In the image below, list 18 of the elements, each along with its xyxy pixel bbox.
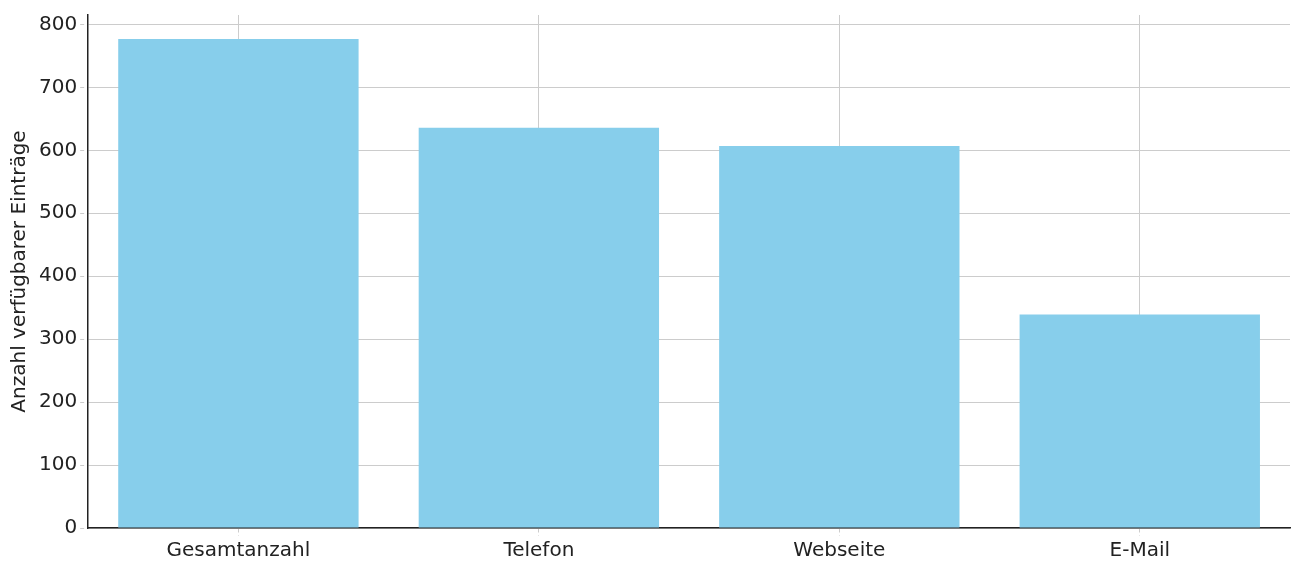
x-tick-label: Telefon bbox=[502, 537, 575, 562]
y-tick-label: 800 bbox=[38, 10, 78, 35]
bar bbox=[118, 38, 359, 528]
y-tick-label: 400 bbox=[38, 262, 78, 287]
y-axis-title: Anzahl verfügbarer Einträge bbox=[6, 130, 31, 413]
y-tick-label: 200 bbox=[38, 388, 78, 413]
bar bbox=[1019, 314, 1260, 528]
y-tick-label: 700 bbox=[38, 73, 78, 98]
bar bbox=[719, 145, 960, 528]
x-tick-label: Webseite bbox=[793, 537, 886, 562]
y-tick-label: 100 bbox=[38, 451, 78, 476]
x-tick-label: Gesamtanzahl bbox=[166, 537, 311, 562]
y-tick-label: 500 bbox=[38, 199, 78, 224]
y-tick-label: 300 bbox=[38, 325, 78, 350]
y-tick-label: 0 bbox=[64, 514, 78, 539]
y-tick-label: 600 bbox=[38, 136, 78, 161]
bar bbox=[418, 127, 660, 528]
x-tick-label: E-Mail bbox=[1109, 537, 1171, 562]
